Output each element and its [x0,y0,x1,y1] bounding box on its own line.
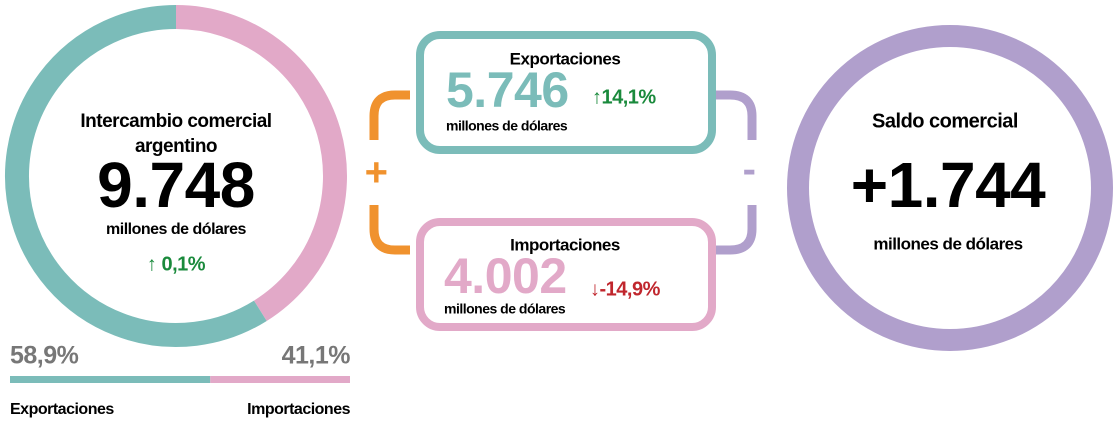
imports-box [416,218,716,331]
exports-unit: millones de dólares [446,118,568,134]
imports-title: Importaciones [510,235,620,254]
donut [5,5,347,347]
imports-unit: millones de dólares [444,301,566,317]
bracket [715,205,757,255]
balance-title: Saldo comercial [872,110,1018,132]
share-segment [210,376,350,383]
exports-value: 5.746 [446,62,569,118]
donut-title: Intercambio comercial [80,111,271,132]
plus: + [365,151,388,195]
category-label: Importaciones [247,401,350,418]
donut-total: 9.748 [97,149,255,221]
share-label: 41,1% [282,342,351,370]
share-bar: 58,9% Exportaciones 41,1% Importaciones [10,342,351,418]
bracket [369,205,410,255]
imports-change: ↓-14,9% [590,278,661,300]
imports-value: 4.002 [444,248,567,304]
exports-box [416,31,716,154]
donut-slice [175,5,347,321]
minus: - [743,148,756,192]
donut-change: ↑ 0,1% [147,253,206,275]
exports-title: Exportaciones [510,49,621,68]
donut-subtitle: argentino [135,136,217,157]
balance-value: +1.744 [851,149,1046,221]
share-label: 58,9% [10,342,79,370]
balance-ring [787,25,1113,351]
bracket [369,90,410,140]
share-segment [10,376,211,383]
bracket [715,90,757,140]
exports-change: ↑14,1% [592,86,656,108]
category-label: Exportaciones [10,401,114,418]
balance-unit: millones de dólares [873,234,1022,253]
donut-unit: millones de dólares [106,221,246,238]
donut-slice [5,5,267,347]
